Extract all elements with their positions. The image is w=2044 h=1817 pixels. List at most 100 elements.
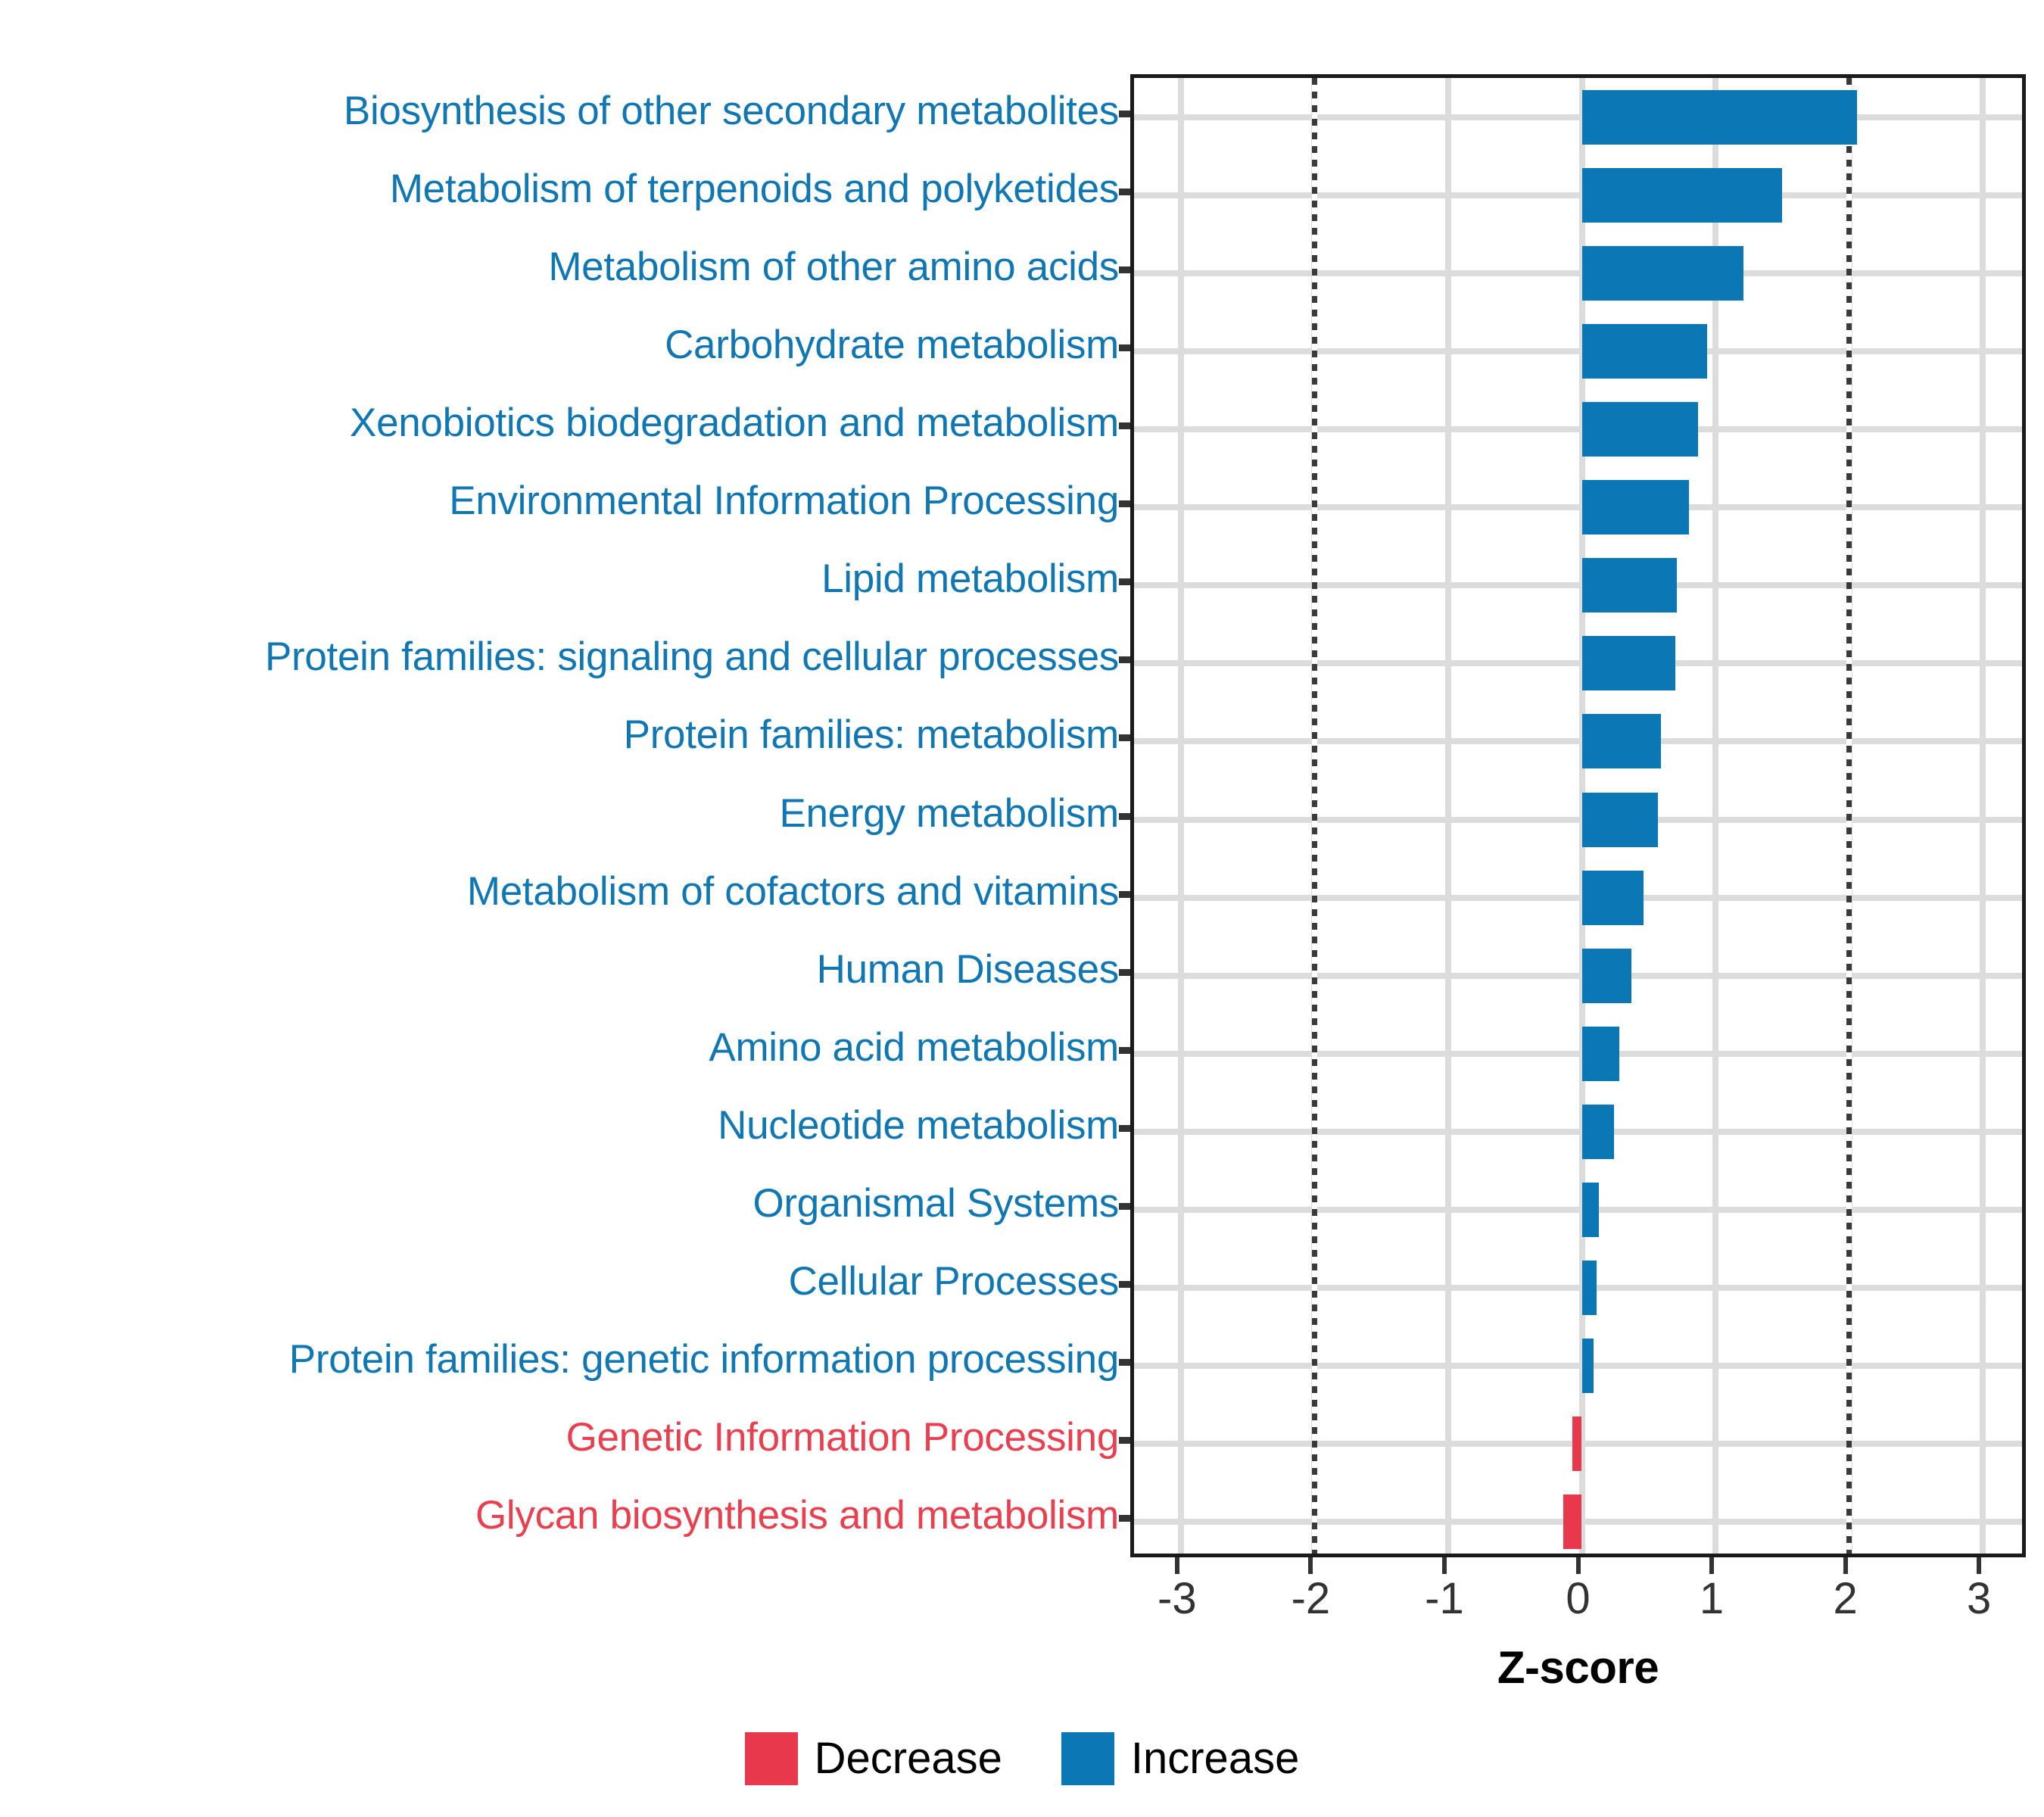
bar[interactable]	[1581, 792, 1659, 847]
x-axis-tick-mark	[1308, 1557, 1313, 1574]
x-axis-tick-label: -1	[1425, 1574, 1464, 1623]
legend-item[interactable]: Increase	[1061, 1732, 1299, 1785]
x-axis-tick-label: -2	[1291, 1574, 1331, 1623]
x-axis-tick-mark	[1575, 1557, 1581, 1574]
y-axis-tick-mark	[1119, 1046, 1131, 1054]
y-axis-tick-label: Human Diseases	[816, 946, 1120, 992]
y-axis-tick-mark	[1119, 578, 1131, 586]
y-axis-tick-label: Protein families: signaling and cellular…	[264, 634, 1119, 680]
y-axis-tick-label: Energy metabolism	[779, 790, 1119, 836]
y-axis-tick-label: Xenobiotics biodegradation and metabolis…	[350, 400, 1119, 445]
gridline-horizontal	[1134, 270, 2022, 276]
x-axis-tick-label: 2	[1833, 1574, 1858, 1623]
y-axis-tick-label: Amino acid metabolism	[709, 1024, 1119, 1070]
bar[interactable]	[1581, 948, 1631, 1003]
gridline-vertical	[1444, 78, 1451, 1554]
y-axis-tick-mark	[1119, 344, 1131, 351]
bar[interactable]	[1581, 401, 1699, 457]
gridline-horizontal	[1134, 192, 2022, 198]
bar[interactable]	[1581, 558, 1677, 613]
x-axis-tick-label: -3	[1158, 1574, 1197, 1623]
bar[interactable]	[1581, 1183, 1600, 1238]
bar[interactable]	[1581, 167, 1783, 223]
gridline-horizontal	[1134, 504, 2022, 511]
y-axis-tick-label: Protein families: metabolism	[623, 712, 1120, 758]
y-axis-tick-mark	[1119, 656, 1131, 664]
gridline-horizontal	[1134, 425, 2022, 432]
y-axis-tick-label: Cellular Processes	[788, 1259, 1120, 1304]
bar[interactable]	[1581, 870, 1644, 925]
gridline-horizontal	[1134, 894, 2022, 901]
gridline-horizontal	[1134, 582, 2022, 589]
y-axis-tick-label: Protein families: genetic information pr…	[288, 1337, 1120, 1382]
x-axis-tick-mark	[1709, 1557, 1715, 1574]
bar[interactable]	[1581, 480, 1689, 535]
legend-item[interactable]: Decrease	[744, 1732, 1002, 1785]
x-axis-tick-label: 0	[1566, 1574, 1591, 1623]
y-axis-tick-label: Organismal Systems	[752, 1181, 1119, 1226]
bar[interactable]	[1581, 1104, 1614, 1159]
bar[interactable]	[1581, 714, 1661, 769]
y-axis-tick-label: Nucleotide metabolism	[718, 1102, 1119, 1148]
x-axis-tick-mark	[1441, 1557, 1447, 1574]
bar[interactable]	[1581, 89, 1858, 145]
y-axis-tick-label: Genetic Information Processing	[566, 1415, 1120, 1460]
gridline-vertical	[1980, 78, 1986, 1554]
y-axis-tick-mark	[1119, 188, 1131, 195]
bar[interactable]	[1572, 1417, 1582, 1472]
y-axis-tick-mark	[1119, 968, 1131, 976]
y-axis-tick-label: Lipid metabolism	[821, 556, 1119, 602]
y-axis-tick-mark	[1119, 890, 1131, 898]
x-axis-tick-mark	[1174, 1557, 1179, 1574]
y-axis-tick-label: Biosynthesis of other secondary metaboli…	[343, 88, 1119, 133]
x-axis-tick-label: 1	[1699, 1574, 1725, 1623]
bar[interactable]	[1563, 1494, 1582, 1550]
x-axis-title: Z-score	[1497, 1642, 1659, 1693]
gridline-horizontal	[1134, 1363, 2022, 1370]
gridline-horizontal	[1134, 972, 2022, 979]
legend-swatch-icon	[1061, 1732, 1114, 1785]
y-axis-labels: Biosynthesis of other secondary metaboli…	[0, 74, 1131, 1557]
y-axis-tick-mark	[1119, 1515, 1131, 1522]
y-axis-tick-mark	[1119, 500, 1131, 508]
legend-label: Decrease	[814, 1734, 1002, 1783]
gridline-vertical	[1177, 78, 1184, 1554]
y-axis-tick-mark	[1119, 266, 1131, 273]
y-axis-tick-label: Environmental Information Processing	[449, 478, 1119, 524]
x-axis-tick-mark	[1843, 1557, 1848, 1574]
y-axis-tick-mark	[1119, 812, 1131, 820]
bar[interactable]	[1581, 1026, 1619, 1081]
gridline-horizontal	[1134, 738, 2022, 745]
gridline-horizontal	[1134, 348, 2022, 354]
bar[interactable]	[1581, 245, 1744, 301]
gridline-vertical	[1712, 78, 1719, 1554]
gridline-horizontal	[1134, 1128, 2022, 1135]
y-axis-tick-mark	[1119, 110, 1131, 117]
y-axis-tick-mark	[1119, 1203, 1131, 1211]
gridline-horizontal	[1134, 1050, 2022, 1057]
bar[interactable]	[1581, 1261, 1597, 1316]
reference-line	[1311, 78, 1317, 1554]
x-axis: -3 -2 -1 0 1 2 3	[1130, 1557, 2026, 1648]
bar[interactable]	[1581, 1339, 1594, 1394]
y-axis-tick-label: Carbohydrate metabolism	[665, 322, 1119, 367]
chart-legend: Decrease Increase	[0, 1732, 2044, 1785]
bar[interactable]	[1581, 636, 1676, 691]
y-axis-tick-mark	[1119, 422, 1131, 429]
gridline-horizontal	[1134, 816, 2022, 823]
bar[interactable]	[1581, 323, 1708, 379]
y-axis-tick-mark	[1119, 1124, 1131, 1132]
gridline-horizontal	[1134, 1207, 2022, 1214]
gridline-horizontal	[1134, 660, 2022, 667]
y-axis-tick-label: Metabolism of cofactors and vitamins	[466, 868, 1119, 914]
y-axis-tick-label: Metabolism of terpenoids and polyketides	[389, 166, 1119, 211]
y-axis-tick-mark	[1119, 1281, 1131, 1289]
x-axis-tick-mark	[1977, 1557, 1982, 1574]
gridline-horizontal	[1134, 114, 2022, 120]
legend-label: Increase	[1130, 1734, 1300, 1783]
reference-line	[1846, 78, 1852, 1554]
y-axis-tick-label: Glycan biosynthesis and metabolism	[475, 1493, 1119, 1538]
gridline-horizontal	[1134, 1285, 2022, 1292]
y-axis-tick-mark	[1119, 1437, 1131, 1445]
